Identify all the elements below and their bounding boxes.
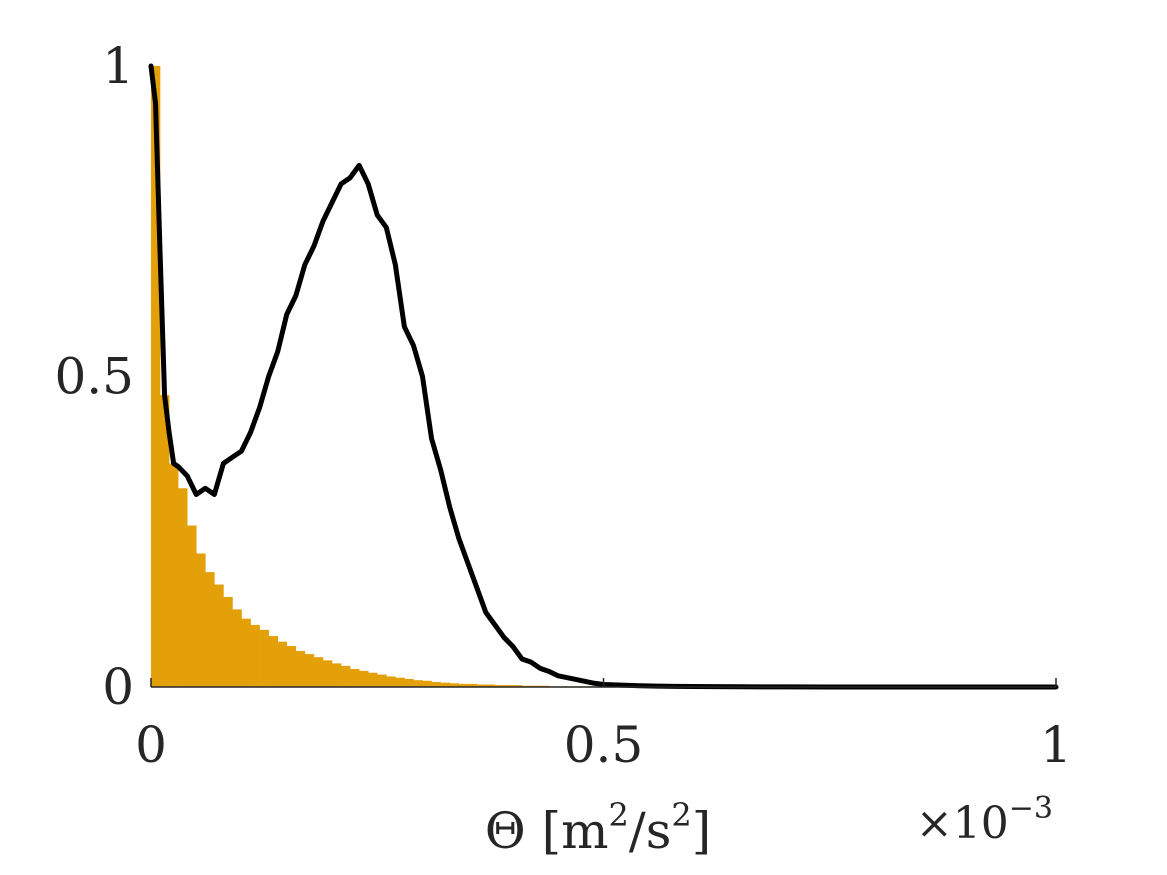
histogram-bar xyxy=(350,668,360,687)
histogram-bar xyxy=(322,660,333,687)
histogram-bar xyxy=(431,682,441,687)
histogram-bar xyxy=(341,665,351,687)
histogram-bar xyxy=(513,685,523,687)
histogram-bar xyxy=(214,584,224,687)
y-tick-label: 0.5 xyxy=(54,348,134,406)
histogram-bar xyxy=(277,641,288,687)
histogram-bar xyxy=(467,683,478,687)
histogram-bar xyxy=(295,650,306,687)
histogram-bar xyxy=(440,682,450,687)
histogram-bar xyxy=(313,657,324,687)
histogram-bar xyxy=(259,629,269,687)
histogram-bar xyxy=(232,609,242,687)
x-tick-label: 0 xyxy=(135,716,167,774)
histogram-bar xyxy=(458,683,469,687)
histogram-bar xyxy=(359,670,369,687)
histogram-bar xyxy=(332,663,342,687)
histogram-bar xyxy=(476,684,487,687)
y-axis-ticks: 00.51 xyxy=(54,37,134,716)
histogram-bar xyxy=(250,624,260,687)
histogram-bars xyxy=(151,66,604,687)
x-axis-label: Θ [m2/s2] xyxy=(485,796,712,860)
histogram-bar xyxy=(395,677,405,687)
histogram-bar xyxy=(413,680,423,687)
histogram-bar xyxy=(151,66,161,687)
x-tick-label: 1 xyxy=(1040,716,1072,774)
y-tick-label: 0 xyxy=(102,658,134,716)
histogram-bar xyxy=(169,463,179,687)
histogram-bar xyxy=(268,636,278,687)
x-axis-ticks: 0 0.5 1 xyxy=(135,678,1072,774)
histogram-bar xyxy=(494,685,505,687)
x-tick-label: 0.5 xyxy=(564,716,644,774)
histogram-bar xyxy=(304,654,315,687)
histogram-bar xyxy=(503,685,514,687)
histogram-bar xyxy=(187,525,197,687)
histogram-bar xyxy=(196,553,206,687)
histogram-bar xyxy=(422,680,432,687)
histogram-bar xyxy=(223,596,233,687)
y-tick-label: 1 xyxy=(102,37,134,95)
histogram-bar xyxy=(178,488,188,687)
histogram-bar xyxy=(205,572,215,687)
histogram-bar xyxy=(377,674,387,687)
histogram-bar xyxy=(404,678,414,687)
histogram-bar xyxy=(386,676,396,687)
histogram-bar xyxy=(160,395,170,687)
histogram-bar xyxy=(286,646,297,687)
distribution-line xyxy=(148,63,1059,690)
histogram-bar xyxy=(241,618,251,687)
histogram-bar xyxy=(449,683,459,687)
histogram-bar xyxy=(368,672,378,687)
histogram-bar xyxy=(485,684,496,687)
x-axis-exponent: ×10−3 xyxy=(916,791,1053,849)
